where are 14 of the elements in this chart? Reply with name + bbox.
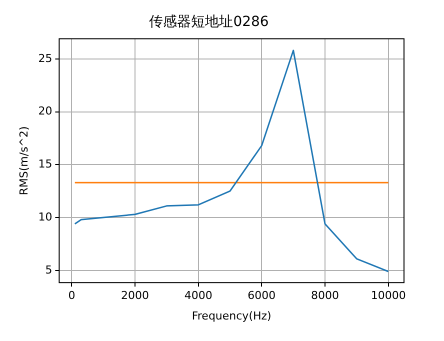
y-tick-label: 20 (38, 104, 52, 118)
x-tick-label: 8000 (311, 289, 339, 302)
x-axis-title: Frequency(Hz) (192, 309, 272, 322)
y-tick-label: 10 (38, 210, 52, 224)
x-tick-label: 4000 (184, 289, 212, 302)
y-tick-label: 5 (45, 263, 52, 276)
x-tick-label: 0 (68, 289, 76, 302)
x-tick-label: 2000 (121, 289, 150, 302)
y-axis-title: RMS(m/s^2) (17, 126, 30, 196)
x-tick-label: 6000 (248, 289, 276, 302)
y-tick-label: 15 (38, 158, 52, 171)
y-tick-label: 25 (38, 52, 52, 65)
chart-title: 传感器短地址0286 (149, 14, 269, 30)
x-tick-label: 10000 (370, 289, 406, 302)
